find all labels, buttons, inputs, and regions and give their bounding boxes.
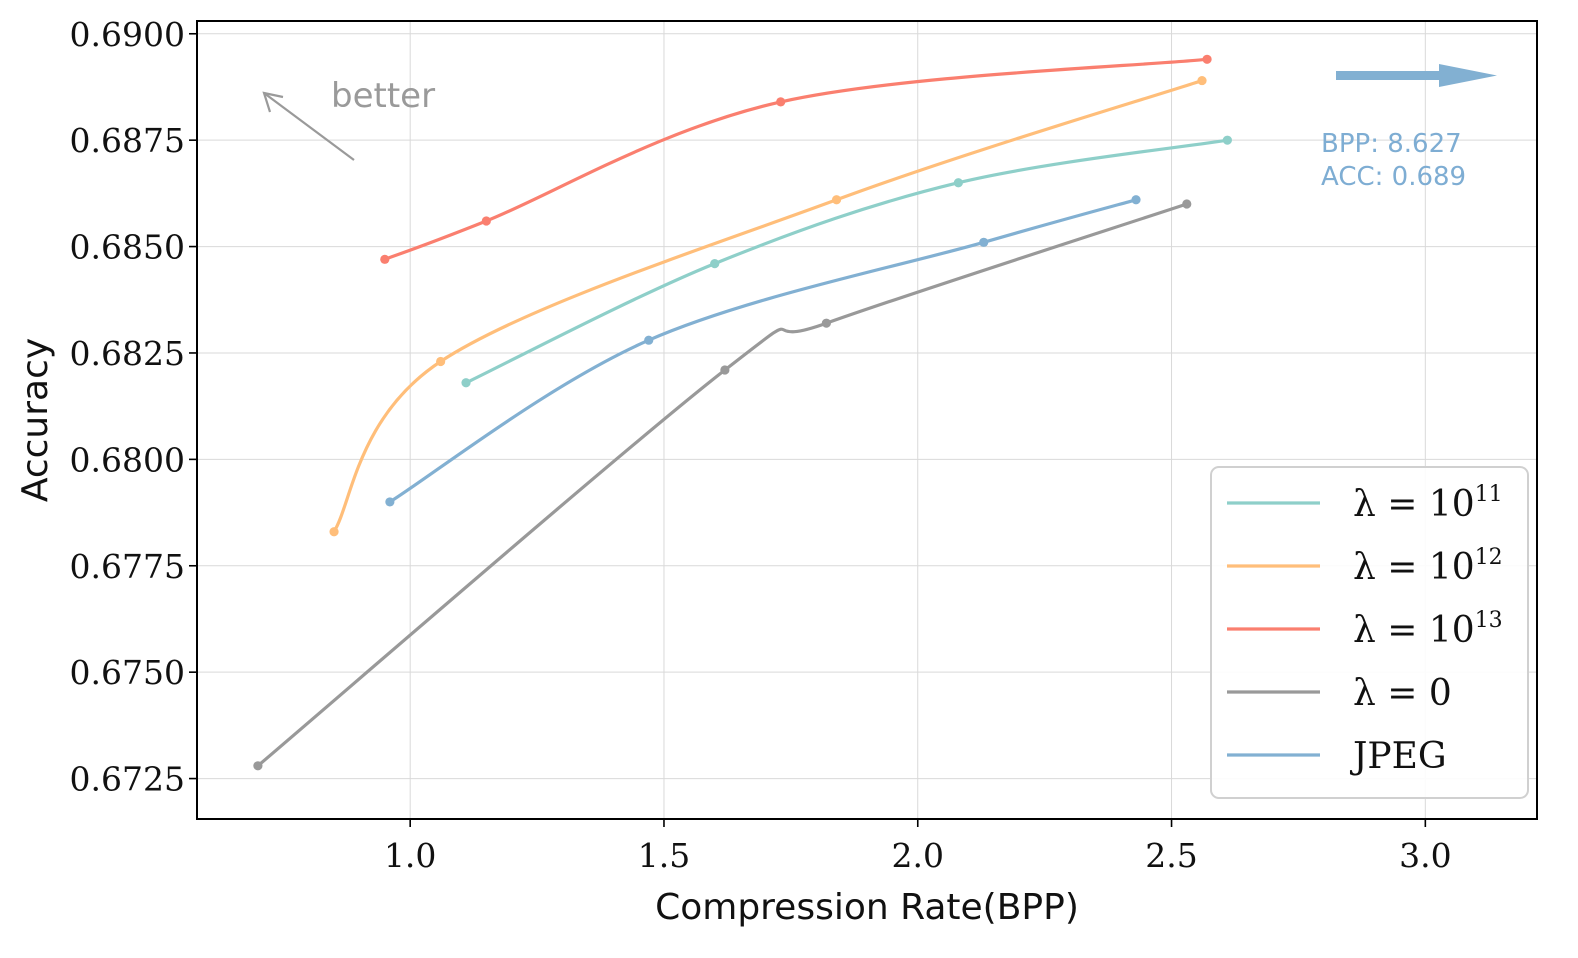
series-point-2 [1202,54,1212,64]
series-point-0 [461,378,471,388]
x-tick-label: 1.5 [638,836,690,875]
plot-frame [196,20,1538,820]
y-tick-label: 0.6825 [70,334,185,373]
series-point-3 [253,761,263,771]
x-tick-label: 3.0 [1399,836,1451,875]
y-tick-label: 0.6775 [70,547,185,586]
series-line-3 [256,202,1189,768]
y-tick-label: 0.6800 [70,440,185,479]
outlier-arrow-head [1439,64,1497,87]
outlier-bpp-label: BPP: 8.627 [1321,129,1462,159]
series-point-0 [1222,135,1232,145]
series-point-0 [710,258,720,269]
series-point-2 [481,216,491,226]
y-axis-label: Accuracy [15,338,56,502]
series-point-3 [1182,199,1192,209]
x-tick-label: 2.0 [892,836,944,875]
series-line-4 [388,198,1138,504]
series-lines [253,54,1232,771]
series-line-1 [332,79,1204,534]
better-label: better [331,76,435,116]
x-tick-label: 2.5 [1145,836,1197,875]
outlier-acc-label: ACC: 0.689 [1321,162,1466,192]
y-tick-label: 0.6725 [70,760,185,799]
y-tick-label: 0.6750 [70,653,185,692]
series-point-3 [821,318,831,328]
series-point-4 [979,237,989,247]
outlier-arrow-shaft [1336,71,1440,80]
series-point-3 [720,365,730,375]
legend-label-exponent: 13 [1475,608,1503,633]
series-point-1 [436,356,446,367]
legend-label-exponent: 12 [1475,545,1503,570]
x-axis-label: Compression Rate(BPP) [655,887,1079,928]
series-point-2 [776,97,786,107]
series-point-1 [329,527,339,537]
series-line-2 [383,57,1209,261]
series-point-1 [831,195,842,205]
series-point-0 [953,178,963,188]
better-arrow-line [263,92,355,161]
y-tick-label: 0.6875 [70,121,185,160]
legend-box [1210,466,1529,799]
legend-label: λ = 0 [1353,673,1452,714]
legend-label: JPEG [1349,736,1447,777]
series-point-2 [380,254,390,264]
y-tick-label: 0.6900 [70,15,185,54]
axis-ticks: 1.0 1.5 2.0 2.5 3.0 0.6725 0.6750 0.6775 0.6800 0… [70,15,1452,875]
x-tick-label: 1.0 [384,836,436,875]
series-point-4 [385,497,395,507]
series-line-0 [464,138,1229,385]
series-point-4 [1131,195,1141,205]
y-tick-label: 0.6850 [70,228,185,267]
series-point-1 [1197,75,1207,86]
better-arrow-head [262,91,284,113]
legend-label-exponent: 11 [1475,482,1503,507]
series-point-4 [644,335,654,345]
annotations: better BPP: 8.627 ACC: 0.689 [262,64,1497,192]
